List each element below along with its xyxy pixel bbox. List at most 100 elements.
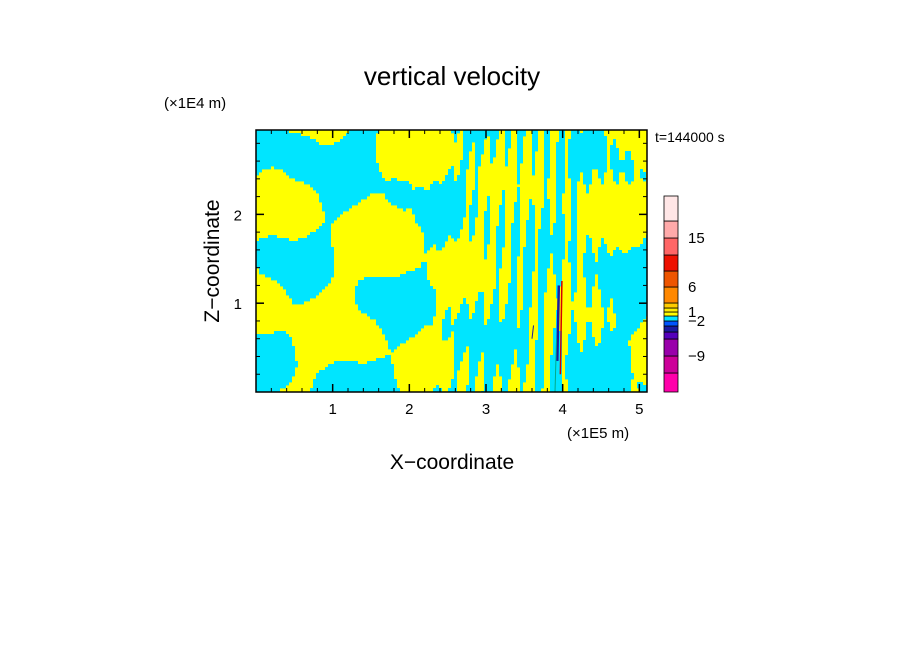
field-negative-cell (556, 184, 565, 188)
field-negative-cell (556, 154, 565, 158)
x-axis-label: X−coordinate (390, 451, 514, 474)
field-negative-cell (349, 130, 379, 134)
x-axis-unit: (×1E5 m) (567, 425, 629, 442)
field-negative-cell (556, 214, 565, 218)
field-negative-cell (517, 175, 520, 179)
field-negative-cell (538, 235, 565, 239)
field-negative-cell (505, 157, 508, 161)
field-negative-cell (613, 328, 637, 332)
field-negative-cell (538, 253, 550, 257)
field-negative-cell (475, 154, 481, 158)
field-negative-cell (256, 352, 295, 356)
field-negative-cell (433, 388, 442, 392)
field-negative-cell (568, 172, 580, 176)
field-negative-cell (472, 313, 484, 317)
field-negative-cell (553, 256, 565, 260)
field-negative-cell (586, 244, 592, 248)
field-negative-cell (538, 229, 550, 233)
field-negative-cell (484, 226, 490, 230)
field-negative-cell (445, 175, 454, 179)
field-negative-cell (385, 334, 415, 338)
field-negative-cell (415, 220, 463, 224)
field-negative-cell (544, 205, 550, 209)
field-negative-cell (520, 316, 529, 320)
field-negative-cell (568, 349, 580, 353)
field-negative-cell (454, 238, 457, 242)
field-negative-cell (256, 247, 334, 251)
field-negative-cell (475, 187, 478, 191)
field-negative-cell (532, 169, 535, 173)
field-negative-cell (484, 364, 496, 368)
field-negative-cell (517, 358, 529, 362)
field-negative-cell (358, 283, 430, 287)
field-negative-cell (568, 166, 607, 170)
field-negative-cell (469, 217, 475, 221)
field-negative-cell (436, 385, 439, 389)
field-negative-cell (568, 250, 577, 254)
field-negative-cell (484, 211, 490, 215)
field-negative-cell (568, 256, 577, 260)
field-negative-cell (613, 139, 616, 143)
field-negative-cell (469, 229, 475, 233)
field-negative-cell (430, 184, 466, 188)
field-negative-cell (397, 205, 466, 209)
field-negative-cell (388, 346, 397, 350)
field-negative-cell (586, 238, 592, 242)
field-negative-cell (385, 355, 391, 359)
field-negative-cell (544, 163, 550, 167)
field-negative-cell (556, 157, 565, 161)
field-negative-cell (514, 208, 520, 212)
field-negative-cell (613, 253, 647, 257)
field-negative-cell (355, 289, 436, 293)
field-negative-cell (553, 268, 562, 272)
field-negative-cell (499, 367, 511, 371)
field-negative-cell (313, 382, 397, 386)
field-negative-cell (613, 178, 619, 182)
field-negative-cell (604, 307, 607, 311)
field-negative-cell (256, 349, 295, 353)
field-negative-cell (256, 253, 334, 257)
field-negative-cell (256, 148, 376, 152)
field-negative-cell (274, 331, 286, 335)
field-negative-cell (586, 304, 592, 308)
colorbar-level (663, 338, 679, 357)
field-negative-cell (571, 262, 577, 266)
field-negative-cell (535, 370, 544, 374)
field-negative-cell (523, 262, 535, 266)
field-negative-cell (469, 208, 478, 212)
field-negative-cell (451, 379, 457, 383)
field-negative-cell (511, 226, 520, 230)
field-negative-cell (586, 283, 595, 287)
field-negative-cell (469, 205, 478, 209)
field-negative-cell (568, 160, 607, 164)
field-negative-cell (505, 142, 511, 146)
field-negative-cell (538, 298, 544, 302)
field-negative-cell (571, 187, 577, 191)
field-negative-cell (256, 382, 289, 386)
field-negative-cell (475, 163, 481, 167)
field-negative-cell (556, 280, 562, 284)
field-negative-cell (424, 250, 427, 254)
field-negative-cell (568, 139, 607, 143)
field-negative-cell (316, 376, 394, 380)
field-negative-cell (535, 358, 544, 362)
field-negative-cell (505, 130, 511, 134)
field-negative-cell (640, 175, 646, 179)
field-negative-cell (424, 244, 433, 248)
field-negative-cell (586, 298, 592, 302)
field-negative-cell (538, 259, 550, 263)
field-negative-cell (517, 154, 523, 158)
field-negative-cell (529, 217, 535, 221)
field-negative-cell (460, 163, 469, 167)
field-negative-cell (520, 373, 526, 377)
field-negative-cell (523, 283, 532, 287)
field-negative-cell (586, 289, 592, 293)
field-negative-cell (484, 253, 487, 257)
field-negative-cell (256, 262, 334, 266)
field-negative-cell (568, 382, 631, 386)
field-negative-cell (508, 289, 517, 293)
field-negative-cell (256, 145, 376, 149)
field-negative-cell (610, 148, 619, 152)
field-negative-cell (484, 379, 493, 383)
field-negative-cell (496, 268, 499, 272)
